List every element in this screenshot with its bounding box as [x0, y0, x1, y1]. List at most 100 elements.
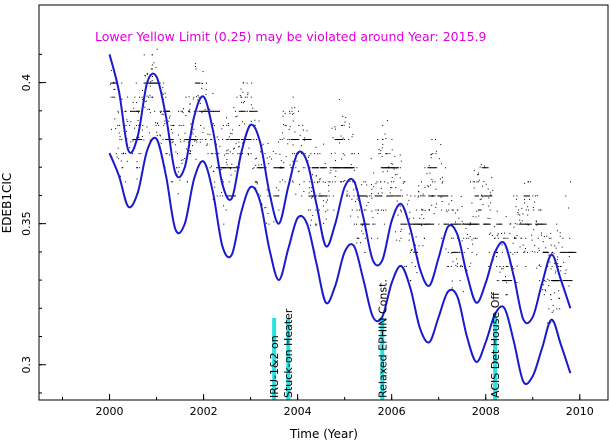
data-point [362, 233, 364, 235]
data-point [330, 153, 332, 155]
data-point [234, 110, 236, 112]
data-point [213, 171, 215, 173]
data-point [151, 68, 153, 70]
lower-envelope-line [108, 136, 572, 385]
data-point [515, 198, 517, 200]
data-point [340, 135, 342, 137]
data-point [488, 205, 490, 207]
data-point [273, 167, 284, 169]
data-point [501, 233, 503, 235]
data-point [559, 232, 561, 234]
data-point [172, 124, 174, 126]
data-point [113, 88, 115, 90]
data-point [253, 139, 255, 141]
data-point [443, 223, 448, 225]
data-point [221, 128, 223, 130]
plot-frame [38, 4, 609, 401]
data-point [381, 155, 383, 157]
data-point [555, 247, 557, 249]
data-point [294, 131, 296, 133]
data-point [122, 153, 124, 155]
data-point [243, 102, 245, 104]
data-point [116, 156, 118, 158]
data-point [419, 195, 421, 197]
data-point [189, 153, 191, 155]
data-point [471, 202, 473, 204]
data-point [478, 172, 480, 174]
data-point [194, 66, 196, 68]
data-point [476, 210, 478, 212]
data-point [431, 181, 433, 183]
data-point [294, 153, 296, 155]
data-point [389, 153, 391, 155]
data-point [311, 187, 313, 189]
data-point [466, 237, 468, 239]
data-point [364, 251, 366, 253]
data-point [404, 181, 406, 183]
data-point [559, 251, 565, 253]
data-point [175, 151, 177, 153]
data-point [197, 139, 199, 141]
data-point [414, 265, 416, 267]
data-point [497, 237, 499, 239]
data-point [525, 209, 527, 211]
data-point [146, 100, 148, 102]
data-point [226, 139, 228, 141]
data-point [293, 112, 295, 114]
data-point [396, 239, 398, 241]
data-point [267, 195, 269, 197]
data-point [144, 74, 146, 76]
data-point [306, 130, 308, 132]
data-point [416, 251, 418, 253]
data-point [303, 181, 305, 183]
data-point [147, 108, 149, 110]
data-point [375, 209, 377, 211]
data-point [278, 209, 280, 211]
data-point [531, 250, 533, 252]
data-point [282, 179, 284, 181]
data-point [472, 181, 474, 183]
data-point [533, 229, 535, 231]
data-point [538, 265, 540, 267]
data-point [405, 265, 407, 267]
data-point [415, 236, 417, 238]
data-point [422, 195, 424, 197]
data-point [536, 224, 538, 226]
data-point [353, 189, 355, 191]
data-point [496, 223, 503, 225]
data-point [196, 141, 198, 143]
data-point [483, 180, 485, 182]
data-point [142, 89, 144, 91]
data-point [318, 181, 320, 183]
event-bar [380, 318, 385, 400]
data-point [162, 87, 164, 89]
data-point [223, 223, 225, 225]
data-point [438, 223, 440, 225]
data-point [435, 206, 437, 208]
data-point [203, 127, 205, 129]
data-point [466, 269, 468, 271]
data-point [401, 211, 403, 213]
data-point [525, 237, 527, 239]
data-points-layer [109, 48, 577, 324]
data-point [152, 96, 154, 98]
data-point [502, 268, 504, 270]
data-point [451, 280, 453, 282]
data-point [231, 133, 233, 135]
data-point [117, 110, 119, 112]
data-point [303, 139, 305, 141]
data-point [226, 150, 228, 152]
data-point [534, 244, 536, 246]
data-point [148, 132, 150, 134]
data-point [164, 92, 166, 94]
data-point [468, 237, 470, 239]
data-point [114, 96, 116, 98]
data-point [311, 190, 313, 192]
data-point [134, 96, 136, 98]
data-point [427, 167, 438, 169]
data-point [185, 148, 187, 150]
data-point [343, 124, 345, 126]
data-point [547, 278, 549, 280]
data-point [551, 321, 553, 323]
data-point [126, 119, 128, 121]
